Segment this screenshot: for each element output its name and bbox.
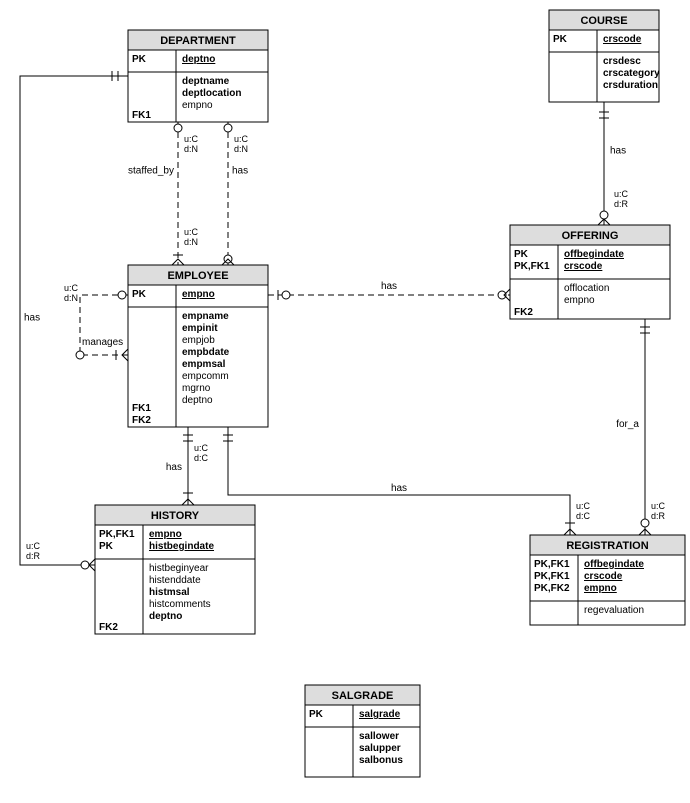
attr-empinit: empinit — [182, 323, 218, 334]
attr-empcomm: empcomm — [182, 371, 229, 382]
rel-has: has — [610, 146, 626, 157]
svg-text:u:Cd:R: u:Cd:R — [651, 501, 666, 521]
pk-deptno: deptno — [182, 54, 215, 65]
svg-text:PK: PK — [132, 54, 147, 65]
attr-empmsal: empmsal — [182, 359, 226, 370]
rel-has: has — [381, 281, 397, 292]
attr-empno: empno — [564, 295, 595, 306]
pk-empno: empno — [182, 289, 215, 300]
rel-manages: manages — [82, 337, 123, 348]
pk-empno: empno — [584, 583, 617, 594]
svg-text:FK2: FK2 — [99, 622, 118, 633]
svg-text:u:Cd:C: u:Cd:C — [576, 501, 591, 521]
pk-histbegindate: histbegindate — [149, 541, 214, 552]
attr-sallower: sallower — [359, 731, 399, 742]
svg-text:u:Cd:R: u:Cd:R — [26, 541, 41, 561]
pk-crscode: crscode — [564, 261, 603, 272]
entity-employee-title: EMPLOYEE — [167, 270, 228, 282]
attr-histbeginyear: histbeginyear — [149, 563, 209, 574]
attr-mgrno: mgrno — [182, 383, 211, 394]
svg-text:PK: PK — [553, 34, 568, 45]
rel-staffed_by: staffed_by — [128, 166, 174, 177]
svg-text:u:Cd:R: u:Cd:R — [614, 189, 629, 209]
attr-deptno: deptno — [182, 395, 213, 406]
attr-crscategory: crscategory — [603, 68, 660, 79]
svg-text:PK,FK1PK,FK1PK,FK2: PK,FK1PK,FK1PK,FK2 — [534, 559, 570, 594]
attr-salupper: salupper — [359, 743, 401, 754]
attr-crsdesc: crsdesc — [603, 56, 641, 67]
svg-text:FK1FK2: FK1FK2 — [132, 403, 151, 426]
attr-deptname: deptname — [182, 76, 230, 87]
pk-crscode: crscode — [584, 571, 623, 582]
entity-history-title: HISTORY — [151, 510, 200, 522]
attr-histcomments: histcomments — [149, 599, 211, 610]
attr-offlocation: offlocation — [564, 283, 609, 294]
svg-text:FK1: FK1 — [132, 110, 151, 121]
entity-registration-title: REGISTRATION — [566, 540, 648, 552]
entity-department-title: DEPARTMENT — [160, 35, 236, 47]
svg-text:PK: PK — [132, 289, 147, 300]
pk-salgrade: salgrade — [359, 709, 401, 720]
svg-text:PK: PK — [309, 709, 324, 720]
attr-deptno: deptno — [149, 611, 182, 622]
rel-has: has — [391, 483, 407, 494]
entity-offering-title: OFFERING — [562, 230, 619, 242]
attr-crsduration: crsduration — [603, 80, 658, 91]
entity-course: COURSE PK crscode crsdesccrscategorycrsdura… — [549, 10, 660, 102]
rel-has: has — [166, 462, 182, 473]
svg-text:u:Cd:C: u:Cd:C — [194, 443, 209, 463]
entity-department: DEPARTMENT PK deptno FK1 deptnamedeptlocatio… — [128, 30, 268, 122]
svg-text:FK2: FK2 — [514, 307, 533, 318]
rel-for_a: for_a — [616, 419, 639, 430]
entity-course-title: COURSE — [580, 15, 627, 27]
svg-text:u:Cd:N: u:Cd:N — [234, 134, 249, 154]
entity-history: HISTORYPK,FK1PKempnohistbegindateFK2hist… — [95, 505, 255, 634]
svg-text:u:Cd:N: u:Cd:N — [184, 227, 199, 247]
attr-empname: empname — [182, 311, 229, 322]
entity-offering: OFFERINGPKPK,FK1offbegindatecrscodeFK2of… — [510, 225, 670, 319]
attr-empno: empno — [182, 100, 213, 111]
pk-offbegindate: offbegindate — [584, 559, 644, 570]
attr-histmsal: histmsal — [149, 587, 190, 598]
attr-salbonus: salbonus — [359, 755, 403, 766]
pk-crscode: crscode — [603, 34, 642, 45]
rel-has: has — [232, 166, 248, 177]
entity-salgrade-title: SALGRADE — [332, 690, 394, 702]
entity-employee: EMPLOYEE PK empno FK1FK2 empnameempinitempjo… — [128, 265, 268, 427]
attr-empbdate: empbdate — [182, 347, 230, 358]
entity-registration: REGISTRATION PK,FK1PK,FK1PK,FK2 offbeginda… — [530, 535, 685, 625]
attr-histenddate: histenddate — [149, 575, 201, 586]
svg-text:u:Cd:N: u:Cd:N — [184, 134, 199, 154]
pk-offbegindate: offbegindate — [564, 249, 624, 260]
entity-salgrade: SALGRADE PK salgrade sallowersaluppersalbon… — [305, 685, 420, 777]
attr-regevaluation: regevaluation — [584, 605, 644, 616]
attr-empjob: empjob — [182, 335, 215, 346]
attr-deptlocation: deptlocation — [182, 88, 241, 99]
rel-has: has — [24, 313, 40, 324]
svg-text:u:Cd:N: u:Cd:N — [64, 283, 79, 303]
pk-empno: empno — [149, 529, 182, 540]
